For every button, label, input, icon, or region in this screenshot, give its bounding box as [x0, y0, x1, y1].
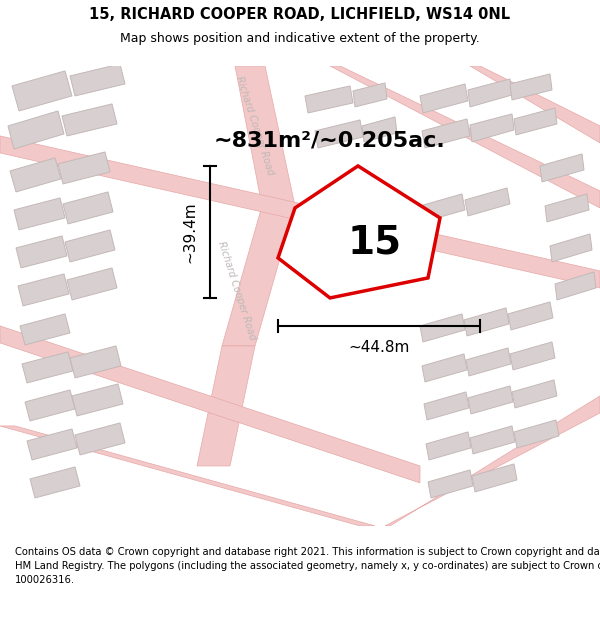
Text: ~44.8m: ~44.8m — [349, 341, 410, 356]
Polygon shape — [420, 194, 465, 222]
Polygon shape — [197, 346, 255, 466]
Text: 15: 15 — [348, 224, 402, 262]
Polygon shape — [305, 86, 353, 113]
Polygon shape — [470, 66, 600, 143]
Polygon shape — [424, 392, 469, 420]
Polygon shape — [67, 268, 117, 300]
Polygon shape — [540, 154, 584, 182]
Polygon shape — [14, 198, 65, 230]
Polygon shape — [22, 352, 73, 383]
Polygon shape — [385, 396, 600, 526]
Polygon shape — [75, 423, 125, 455]
Polygon shape — [470, 426, 515, 454]
Polygon shape — [72, 384, 123, 416]
Text: ~831m²/~0.205ac.: ~831m²/~0.205ac. — [214, 131, 446, 151]
Polygon shape — [468, 79, 512, 107]
Polygon shape — [12, 71, 72, 111]
Polygon shape — [27, 429, 77, 460]
Polygon shape — [510, 342, 555, 370]
Polygon shape — [468, 386, 513, 414]
Text: ~39.4m: ~39.4m — [182, 201, 197, 262]
Polygon shape — [8, 111, 64, 149]
Polygon shape — [514, 420, 559, 448]
Polygon shape — [0, 326, 420, 483]
Polygon shape — [65, 230, 115, 262]
Polygon shape — [420, 314, 465, 342]
Polygon shape — [315, 120, 363, 148]
Polygon shape — [58, 152, 110, 184]
Polygon shape — [510, 74, 552, 100]
Polygon shape — [362, 117, 397, 142]
Polygon shape — [0, 136, 600, 288]
Polygon shape — [30, 467, 80, 498]
Text: Map shows position and indicative extent of the property.: Map shows position and indicative extent… — [120, 32, 480, 45]
Polygon shape — [235, 66, 295, 206]
Polygon shape — [464, 308, 509, 336]
Polygon shape — [422, 119, 470, 148]
Polygon shape — [70, 346, 121, 378]
Polygon shape — [472, 464, 517, 492]
Polygon shape — [18, 274, 69, 306]
Polygon shape — [278, 166, 440, 298]
Polygon shape — [514, 108, 557, 135]
Polygon shape — [545, 194, 589, 222]
Text: Richard Cooper Road: Richard Cooper Road — [234, 75, 276, 177]
Polygon shape — [428, 470, 473, 498]
Polygon shape — [508, 302, 553, 330]
Polygon shape — [16, 236, 67, 268]
Text: 15, RICHARD COOPER ROAD, LICHFIELD, WS14 0NL: 15, RICHARD COOPER ROAD, LICHFIELD, WS14… — [89, 7, 511, 22]
Polygon shape — [555, 272, 596, 300]
Polygon shape — [63, 192, 113, 224]
Polygon shape — [466, 348, 511, 376]
Polygon shape — [465, 188, 510, 216]
Polygon shape — [512, 380, 557, 408]
Polygon shape — [550, 234, 592, 262]
Polygon shape — [330, 66, 600, 208]
Polygon shape — [222, 206, 295, 346]
Polygon shape — [353, 83, 387, 107]
Polygon shape — [420, 84, 468, 113]
Polygon shape — [470, 114, 514, 142]
Polygon shape — [70, 64, 125, 96]
Polygon shape — [0, 426, 375, 526]
Polygon shape — [426, 432, 471, 460]
Polygon shape — [422, 354, 467, 382]
Polygon shape — [25, 390, 75, 421]
Polygon shape — [20, 314, 70, 345]
Text: Contains OS data © Crown copyright and database right 2021. This information is : Contains OS data © Crown copyright and d… — [15, 546, 600, 584]
Text: Richard Cooper Road: Richard Cooper Road — [216, 240, 258, 342]
Polygon shape — [10, 158, 61, 192]
Polygon shape — [62, 104, 117, 136]
